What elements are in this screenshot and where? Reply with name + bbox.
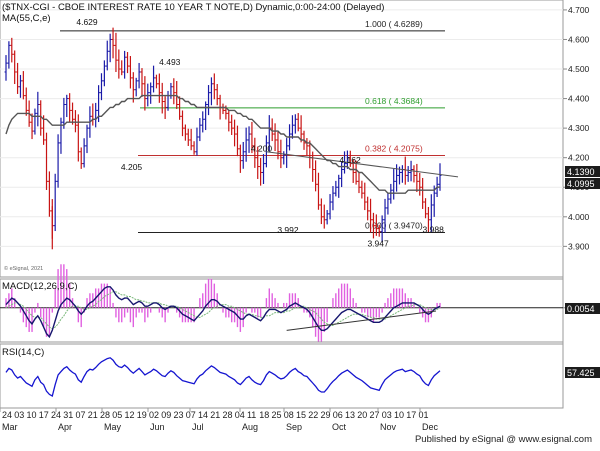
- price-last-tag: [565, 166, 600, 177]
- x-axis-date-label: 15: [296, 410, 306, 420]
- x-axis-month-label: Jun: [150, 422, 165, 432]
- macd-label: MACD(12,26,9,C): [2, 281, 78, 292]
- x-axis-date-label: 24: [51, 410, 61, 420]
- price-axis-tick-label: 4.300: [568, 123, 590, 133]
- price-annotation: 4.629: [76, 17, 98, 27]
- x-axis-date-label: 27: [369, 410, 379, 420]
- price-axis-tick-label: 4.600: [568, 34, 590, 44]
- price-axis-tick-label: 4.000: [568, 212, 590, 222]
- x-axis-date-label: 13: [345, 410, 355, 420]
- axes-layer: 3.9004.0004.1004.2004.3004.4004.5004.600…: [0, 5, 590, 432]
- price-annotation: 3.992: [277, 225, 299, 235]
- price-axis-tick-label: 4.500: [568, 64, 590, 74]
- price-panel: [0, 0, 564, 278]
- x-axis-date-label: 21: [88, 410, 98, 420]
- x-axis-date-label: 25: [271, 410, 281, 420]
- x-axis-date-label: 10: [26, 410, 36, 420]
- fib-level-label: 0.382 ( 4.2075): [365, 143, 423, 153]
- macd-tag-text: 0.0054: [567, 304, 595, 314]
- ma-label: MA(55,C,e): [2, 13, 51, 24]
- macd-signal-line: [5, 291, 441, 330]
- grid-layer: [0, 9, 563, 247]
- copyright-text: © eSignal, 2021: [4, 265, 43, 272]
- x-axis-date-label: 07: [75, 410, 85, 420]
- price-annotation: 3.988: [423, 224, 445, 234]
- rsi-tag: [565, 367, 600, 378]
- x-axis-date-label: 09: [161, 410, 171, 420]
- ma-layer: [5, 94, 459, 194]
- x-axis-month-label: Sep: [286, 422, 302, 432]
- fib-level-label: 1.000 ( 4.6289): [365, 19, 423, 29]
- x-axis-month-label: May: [104, 422, 122, 432]
- macd-trendline: [286, 310, 437, 331]
- x-axis-date-label: 19: [137, 410, 147, 420]
- price-trendline: [266, 151, 459, 178]
- main-title: ($TNX-CGI - CBOE INTEREST RATE 10 YEAR T…: [2, 2, 384, 13]
- x-axis-date-label: 08: [284, 410, 294, 420]
- price-annotation: 3.947: [367, 238, 389, 248]
- price-annotation: 4.205: [121, 162, 143, 172]
- x-axis-date-label: 03: [382, 410, 392, 420]
- x-axis-date-label: 03: [14, 410, 24, 420]
- x-axis-date-label: 22: [308, 410, 318, 420]
- x-axis-date-label: 04: [235, 410, 245, 420]
- macd-layer: [0, 264, 563, 342]
- x-axis-date-label: 28: [100, 410, 110, 420]
- annotation-layer: 4.629 4.493 4.205 4.200 4.162 3.992 3.947 3.988: [76, 17, 444, 249]
- x-axis-month-label: Nov: [380, 422, 397, 432]
- x-axis-date-label: 17: [39, 410, 49, 420]
- x-axis-date-label: 29: [320, 410, 330, 420]
- x-axis-date-label: 07: [186, 410, 196, 420]
- x-axis-month-label: Dec: [422, 422, 439, 432]
- price-annotation: 4.200: [251, 144, 273, 154]
- x-axis-date-label: 10: [394, 410, 404, 420]
- x-axis-date-label: 11: [247, 410, 256, 420]
- x-axis-date-label: 28: [222, 410, 232, 420]
- rsi-tag-text: 57.425: [567, 368, 595, 378]
- price-last-tag-text: 4.1390: [567, 167, 595, 177]
- credit-text: Published by eSignal @ www.esignal.com: [415, 434, 592, 445]
- x-axis-date-label: 17: [406, 410, 416, 420]
- macd-tag: [565, 303, 600, 314]
- price-axis-tick-label: 4.200: [568, 153, 590, 163]
- x-axis-date-label: 12: [124, 410, 134, 420]
- price-axis-tick-label: 4.400: [568, 94, 590, 104]
- x-axis-date-label: 24: [2, 410, 12, 420]
- price-annotation: 4.493: [159, 57, 181, 67]
- fib-level-label: 0.000 ( 3.9470): [365, 220, 423, 230]
- price-axis-tick-label: 3.900: [568, 241, 590, 251]
- price-axis-tick-label: 4.700: [568, 5, 590, 15]
- x-axis-month-label: Mar: [2, 422, 18, 432]
- footer-bar: [0, 432, 600, 446]
- x-axis-date-label: 01: [418, 410, 428, 420]
- x-axis-month-label: Oct: [332, 422, 347, 432]
- x-axis-month-label: Jul: [192, 422, 204, 432]
- price-ma-tag: [565, 178, 600, 189]
- x-axis-month-label: Aug: [242, 422, 258, 432]
- price-annotation: 4.162: [339, 155, 361, 165]
- fib-level-label: 0.618 ( 4.3684): [365, 96, 423, 106]
- ma55-line: [5, 94, 440, 194]
- x-axis-date-label: 21: [210, 410, 220, 420]
- x-axis-date-label: 23: [173, 410, 183, 420]
- rsi-label: RSI(14,C): [2, 347, 44, 358]
- x-axis-date-label: 05: [112, 410, 122, 420]
- rsi-line: [5, 357, 441, 397]
- x-axis-date-label: 31: [63, 410, 73, 420]
- macd-line: [5, 286, 441, 339]
- x-axis-date-label: 18: [259, 410, 269, 420]
- rsi-layer: [5, 357, 441, 397]
- macd-panel: [0, 278, 564, 343]
- x-axis-date-label: 06: [333, 410, 343, 420]
- x-axis-date-label: 14: [198, 410, 208, 420]
- x-axis-date-label: 20: [357, 410, 367, 420]
- x-axis-month-label: Apr: [58, 422, 72, 432]
- x-axis-date-label: 02: [149, 410, 159, 420]
- price-ma-tag-text: 4.0995: [567, 179, 595, 189]
